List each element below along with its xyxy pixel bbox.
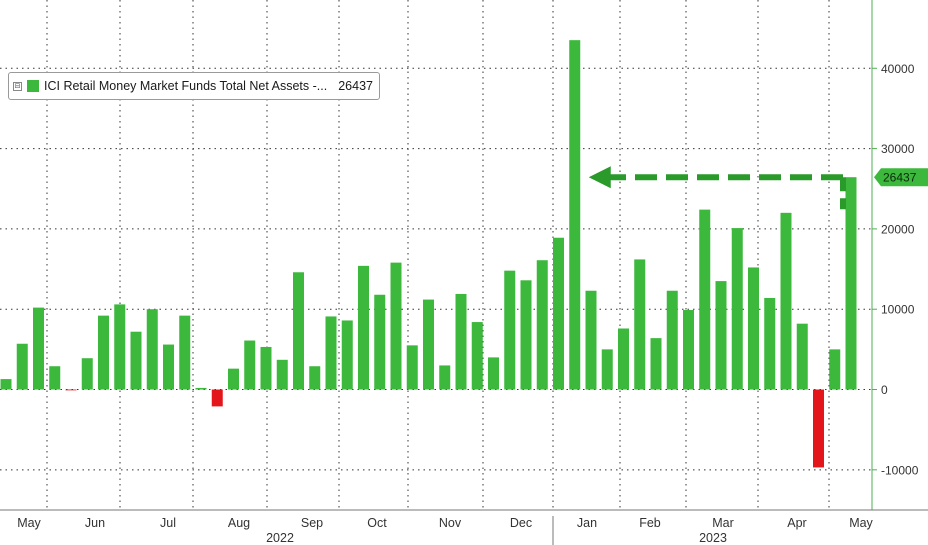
- bar: [585, 290, 597, 390]
- bar: [195, 387, 207, 390]
- bar: [715, 281, 727, 390]
- bar: [829, 349, 841, 390]
- grid-lines: [0, 0, 872, 510]
- bar: [601, 349, 613, 390]
- x-month-label: Feb: [639, 516, 661, 530]
- bar: [341, 320, 353, 390]
- highlight-arrow: [588, 166, 846, 210]
- bar: [114, 304, 126, 390]
- y-tick-label: 0: [881, 383, 888, 397]
- x-month-label: Jul: [160, 516, 176, 530]
- bar: [98, 315, 109, 390]
- bar: [309, 366, 321, 390]
- bar: [179, 315, 191, 390]
- bar: [569, 40, 581, 390]
- legend-swatch: [27, 80, 39, 92]
- arrow-head: [588, 166, 611, 189]
- bar: [731, 228, 743, 390]
- bar: [276, 359, 288, 390]
- bar: [666, 290, 678, 390]
- legend-label: ICI Retail Money Market Funds Total Net …: [44, 79, 328, 93]
- y-tick-label: 10000: [881, 303, 915, 317]
- bar: [406, 345, 418, 390]
- bar: [358, 265, 369, 390]
- bar: [49, 366, 61, 390]
- legend-toggle-icon[interactable]: ⊟: [13, 81, 22, 91]
- bar-negative: [813, 389, 824, 468]
- bar: [325, 316, 337, 390]
- bar: [488, 357, 499, 390]
- bar: [0, 379, 12, 390]
- bar: [374, 294, 386, 390]
- x-month-label: Mar: [712, 516, 734, 530]
- bar: [748, 267, 759, 390]
- bar: [293, 272, 304, 390]
- x-month-label: May: [849, 516, 873, 530]
- bar: [16, 343, 28, 390]
- bar: [634, 259, 646, 390]
- last-value-label: 26437: [883, 171, 917, 185]
- bar: [471, 322, 483, 390]
- x-month-label: Dec: [510, 516, 532, 530]
- bar: [683, 310, 694, 390]
- bar: [780, 212, 792, 390]
- bar: [455, 293, 467, 390]
- bar-negative: [211, 389, 223, 407]
- bar: [163, 344, 174, 390]
- legend[interactable]: ⊟ ICI Retail Money Market Funds Total Ne…: [8, 72, 380, 100]
- x-month-label: Jun: [85, 516, 105, 530]
- x-month-label: Jan: [577, 516, 597, 530]
- x-month-label: Oct: [367, 516, 387, 530]
- bar: [536, 260, 548, 390]
- bar: [390, 262, 402, 390]
- y-tick-label: 20000: [881, 222, 915, 236]
- bar: [130, 331, 142, 390]
- bar: [845, 177, 857, 390]
- x-year-label: 2023: [699, 531, 727, 545]
- x-month-label: Apr: [787, 516, 806, 530]
- bar: [553, 237, 564, 390]
- bar: [520, 280, 532, 390]
- y-tick-label: -10000: [881, 463, 919, 477]
- bar: [796, 323, 808, 390]
- bar-negative: [65, 389, 77, 391]
- bar: [33, 307, 44, 390]
- x-month-label: Sep: [301, 516, 323, 530]
- x-year-label: 2022: [266, 531, 294, 545]
- bar: [504, 270, 516, 390]
- bars: [0, 40, 857, 468]
- y-tick-label: 40000: [881, 62, 915, 76]
- bar: [146, 309, 158, 390]
- bar: [228, 368, 239, 390]
- bar: [244, 340, 256, 390]
- y-tick-label: 30000: [881, 142, 915, 156]
- x-month-label: Nov: [439, 516, 462, 530]
- last-value-tag: [874, 168, 928, 187]
- bar: [764, 297, 776, 390]
- legend-value: 26437: [338, 79, 373, 93]
- bar: [81, 358, 93, 390]
- bar: [439, 365, 451, 390]
- x-month-label: Aug: [228, 516, 250, 530]
- x-month-label: May: [17, 516, 41, 530]
- bar: [423, 299, 434, 390]
- bar: [650, 338, 662, 390]
- bar: [618, 328, 629, 390]
- bar: [260, 346, 272, 390]
- bar: [699, 209, 711, 390]
